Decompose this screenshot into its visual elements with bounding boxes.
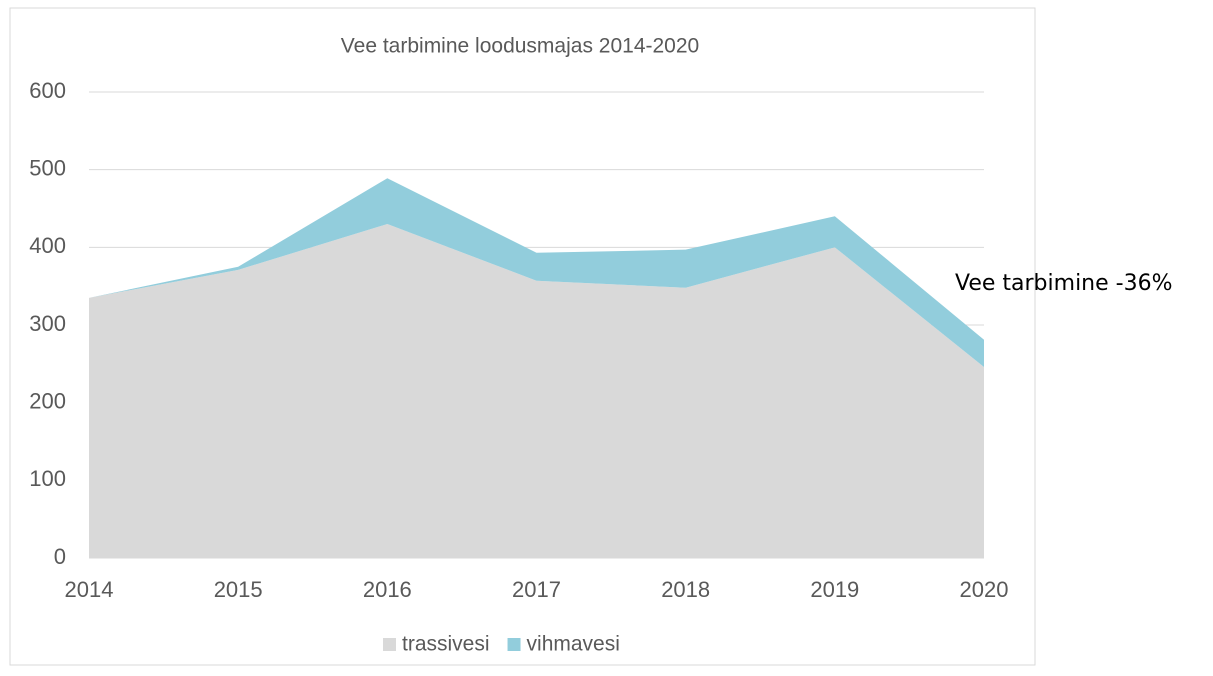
legend-label: vihmavesi [527, 633, 620, 656]
x-tick-label: 2020 [960, 577, 1009, 602]
x-tick-label: 2014 [65, 577, 114, 602]
x-tick-label: 2018 [661, 577, 710, 602]
y-tick-label: 300 [29, 311, 66, 336]
x-tick-label: 2019 [810, 577, 859, 602]
legend-swatch [383, 638, 396, 651]
y-tick-label: 100 [29, 466, 66, 491]
x-tick-label: 2017 [512, 577, 561, 602]
y-tick-label: 0 [54, 544, 66, 569]
chart-title: Vee tarbimine loodusmajas 2014-2020 [341, 35, 699, 58]
x-tick-label: 2016 [363, 577, 412, 602]
x-tick-label: 2015 [214, 577, 263, 602]
y-tick-label: 600 [29, 78, 66, 103]
legend-swatch [507, 638, 521, 651]
area [89, 178, 984, 367]
y-tick-label: 500 [29, 155, 66, 180]
legend-label: trassivesi [402, 633, 490, 656]
annotation: Vee tarbimine -36% [955, 271, 1173, 296]
area [89, 224, 984, 559]
y-tick-label: 200 [29, 388, 66, 413]
y-tick-label: 400 [29, 233, 66, 258]
